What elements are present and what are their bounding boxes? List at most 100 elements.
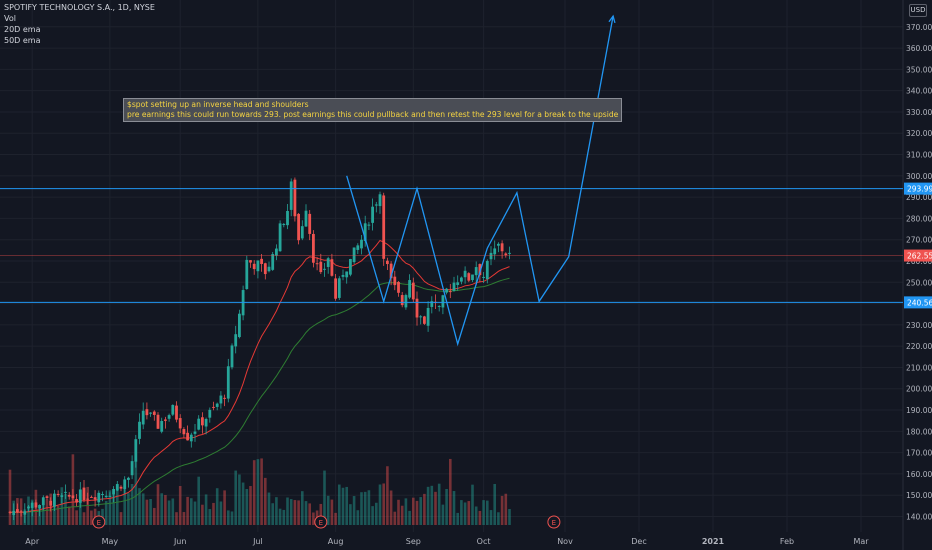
pattern-drawing bbox=[346, 15, 614, 347]
earnings-marker-label: E bbox=[319, 519, 323, 527]
volume-bar bbox=[430, 485, 434, 525]
candle-body bbox=[275, 248, 278, 256]
volume-bar bbox=[449, 458, 452, 525]
candle-body bbox=[60, 495, 64, 497]
volume-bar bbox=[452, 491, 456, 525]
volume-bar bbox=[104, 500, 108, 525]
candle-body bbox=[426, 307, 430, 326]
candle-body bbox=[90, 496, 93, 498]
annotation-line-2: pre earnings this could run towards 293.… bbox=[127, 110, 619, 119]
y-tick-label: 360.00 bbox=[906, 44, 932, 53]
candle-body bbox=[189, 434, 193, 442]
candle-body bbox=[345, 271, 349, 278]
candle-body bbox=[149, 412, 152, 414]
y-tick-label: 340.00 bbox=[906, 87, 932, 96]
candle-body bbox=[497, 243, 500, 246]
volume-bar bbox=[474, 506, 478, 525]
candle-body bbox=[53, 493, 56, 507]
volume-bar bbox=[456, 512, 459, 525]
candle-body bbox=[397, 281, 400, 293]
candle-body bbox=[171, 404, 175, 415]
volume-bar bbox=[463, 502, 467, 525]
volume-bar bbox=[145, 499, 149, 525]
candle-body bbox=[312, 233, 315, 263]
volume-bar bbox=[260, 458, 263, 525]
candle-body bbox=[193, 431, 197, 434]
candle-body bbox=[197, 418, 201, 430]
candle-body bbox=[415, 298, 419, 318]
candle-body bbox=[182, 429, 186, 435]
candle-body bbox=[38, 504, 41, 509]
candle-body bbox=[460, 277, 463, 282]
candle-body bbox=[378, 194, 382, 207]
candle-body bbox=[82, 487, 86, 500]
ema20-line bbox=[9, 239, 510, 513]
candle-body bbox=[123, 479, 127, 489]
candle-body bbox=[175, 405, 178, 420]
volume-bar bbox=[190, 498, 193, 525]
candle-body bbox=[16, 509, 19, 513]
candle-body bbox=[56, 493, 60, 495]
candle-body bbox=[75, 499, 78, 503]
volume-bar bbox=[415, 500, 419, 525]
candle-body bbox=[482, 276, 485, 278]
volume-bar bbox=[378, 484, 382, 525]
annotation-line-1: $spot setting up an inverse head and sho… bbox=[127, 100, 309, 109]
candle-body bbox=[300, 226, 304, 239]
candle-body bbox=[371, 206, 374, 223]
volume-bar bbox=[241, 482, 245, 525]
volume-bar bbox=[330, 499, 334, 525]
volume-bar bbox=[334, 512, 337, 525]
candle-body bbox=[411, 282, 415, 300]
y-tick-label: 170.00 bbox=[906, 449, 932, 458]
candle-body bbox=[127, 477, 130, 480]
text-annotation[interactable]: $spot setting up an inverse head and sho… bbox=[123, 98, 623, 122]
candle-body bbox=[500, 243, 504, 252]
volume-bar bbox=[82, 512, 86, 525]
candle-body bbox=[282, 223, 286, 225]
x-tick-label: Sep bbox=[406, 537, 421, 546]
candle-body bbox=[34, 502, 38, 508]
volume-bar bbox=[326, 495, 330, 525]
y-tick-label: 200.00 bbox=[906, 385, 932, 394]
volume-bar bbox=[204, 494, 208, 525]
price-label-bg bbox=[904, 182, 932, 195]
candle-body bbox=[393, 276, 397, 286]
volume-bar bbox=[267, 492, 271, 525]
volume-bar bbox=[149, 498, 152, 525]
symbol-title: SPOTIFY TECHNOLOGY S.A., 1D, NYSE bbox=[4, 3, 155, 12]
candle-body bbox=[437, 305, 441, 307]
x-tick-label: 2021 bbox=[702, 537, 725, 546]
volume-bar bbox=[486, 500, 489, 525]
y-tick-label: 270.00 bbox=[906, 236, 932, 245]
price-label: 240.56 bbox=[907, 298, 932, 307]
volume-bar bbox=[138, 488, 141, 525]
volume-bar bbox=[286, 497, 289, 525]
candle-body bbox=[319, 261, 323, 273]
candle-body bbox=[27, 506, 30, 509]
volume-bar bbox=[319, 503, 323, 525]
candle-body bbox=[108, 495, 112, 497]
volume-bar bbox=[289, 499, 293, 525]
candle-body bbox=[419, 316, 423, 318]
candle-body bbox=[67, 494, 71, 497]
volume-bar bbox=[53, 499, 56, 525]
candle-body bbox=[452, 282, 456, 291]
candle-body bbox=[78, 489, 82, 503]
candle-body bbox=[485, 260, 489, 280]
candle-body bbox=[186, 432, 189, 441]
currency-button[interactable]: USD bbox=[909, 4, 927, 17]
volume-bar bbox=[389, 490, 393, 525]
volume-bar bbox=[367, 490, 371, 525]
earnings-marker bbox=[547, 515, 561, 529]
earnings-marker-label: E bbox=[552, 519, 556, 527]
candle-body bbox=[219, 395, 223, 404]
volume-bar bbox=[301, 491, 304, 525]
volume-bar bbox=[252, 460, 256, 525]
volume-bar bbox=[400, 505, 404, 525]
volume-bar bbox=[308, 503, 311, 525]
volume-bar bbox=[445, 489, 448, 525]
volume-bar bbox=[386, 466, 389, 525]
